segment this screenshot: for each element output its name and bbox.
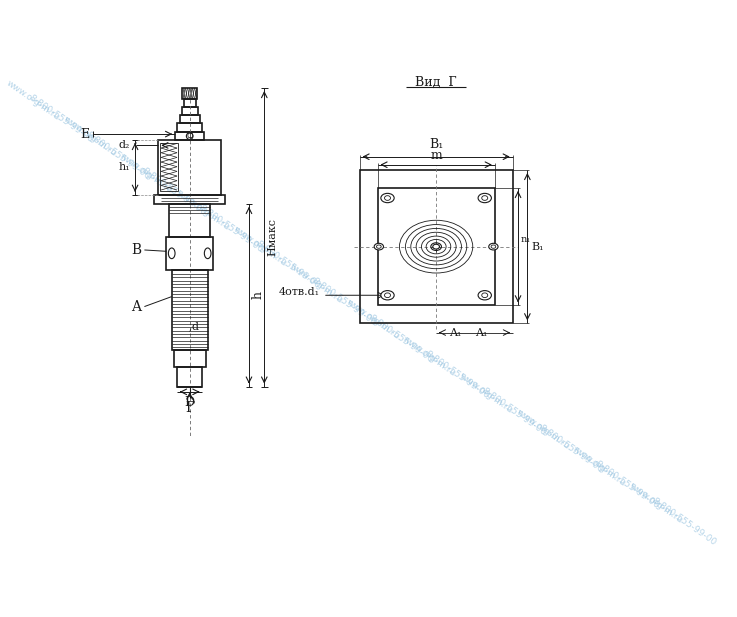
Ellipse shape xyxy=(374,243,383,250)
Bar xyxy=(174,350,206,366)
Text: www.o-g-m.ru: www.o-g-m.ru xyxy=(175,188,231,232)
Bar xyxy=(182,88,197,99)
Bar xyxy=(360,170,513,323)
Text: www.o-g-m.ru: www.o-g-m.ru xyxy=(458,371,514,415)
Bar xyxy=(377,188,495,305)
Text: 8-800-555-99-00: 8-800-555-99-00 xyxy=(254,240,321,291)
Text: www.o-g-m.ru: www.o-g-m.ru xyxy=(4,78,62,122)
Text: 8-800-555-99-00: 8-800-555-99-00 xyxy=(141,167,208,218)
Text: B₁: B₁ xyxy=(531,242,544,252)
Bar xyxy=(158,140,221,195)
Text: B: B xyxy=(131,243,142,257)
Text: m: m xyxy=(430,149,442,162)
Bar xyxy=(180,115,200,123)
Ellipse shape xyxy=(478,291,492,300)
Text: www.o-g-m.ru: www.o-g-m.ru xyxy=(61,115,118,159)
Text: 8-800-555-99-00: 8-800-555-99-00 xyxy=(650,496,718,547)
Text: h₁: h₁ xyxy=(118,162,130,172)
Circle shape xyxy=(186,133,193,139)
Text: Ф: Ф xyxy=(186,131,193,141)
Ellipse shape xyxy=(433,244,439,249)
Ellipse shape xyxy=(385,293,391,297)
Text: A₁: A₁ xyxy=(475,328,488,337)
Ellipse shape xyxy=(381,291,394,300)
Text: D: D xyxy=(185,396,195,409)
Text: www.o-g-m.ru: www.o-g-m.ru xyxy=(627,481,685,525)
Text: A₁: A₁ xyxy=(449,328,461,337)
Bar xyxy=(167,237,213,270)
Text: www.o-g-m.ru: www.o-g-m.ru xyxy=(514,408,571,452)
Ellipse shape xyxy=(168,248,175,259)
Bar xyxy=(160,143,178,191)
Ellipse shape xyxy=(478,193,492,202)
Text: 8-800-555-99-00: 8-800-555-99-00 xyxy=(424,350,492,400)
Text: Г: Г xyxy=(185,401,195,415)
Text: Нмакс: Нмакс xyxy=(268,218,278,256)
Text: B₁: B₁ xyxy=(429,138,443,151)
Ellipse shape xyxy=(482,293,488,297)
Ellipse shape xyxy=(381,193,394,202)
Text: 8-800-555-99-00: 8-800-555-99-00 xyxy=(310,276,378,328)
Text: www.o-g-m.ru: www.o-g-m.ru xyxy=(118,152,175,195)
Ellipse shape xyxy=(489,243,498,250)
Bar xyxy=(175,132,204,140)
Text: 8-800-555-99-00: 8-800-555-99-00 xyxy=(367,313,435,364)
Ellipse shape xyxy=(482,196,488,201)
Bar xyxy=(184,99,196,107)
Ellipse shape xyxy=(385,196,391,201)
Text: d₂: d₂ xyxy=(119,141,130,151)
Bar xyxy=(177,123,203,132)
Text: www.o-g-m.ru: www.o-g-m.ru xyxy=(288,262,345,305)
Bar xyxy=(154,195,225,204)
Text: 8-800-555-99-00: 8-800-555-99-00 xyxy=(593,460,661,511)
Text: www.o-g-m.ru: www.o-g-m.ru xyxy=(231,225,288,268)
Text: A: A xyxy=(131,300,142,313)
Ellipse shape xyxy=(204,248,211,259)
Text: 8-800-555-99-00: 8-800-555-99-00 xyxy=(481,386,548,437)
Text: 8-800-555-99-00: 8-800-555-99-00 xyxy=(84,130,152,181)
Bar xyxy=(182,107,198,115)
Ellipse shape xyxy=(377,245,381,248)
Text: n₁: n₁ xyxy=(521,236,531,244)
Text: E: E xyxy=(80,128,90,141)
Text: www.o-g-m.ru: www.o-g-m.ru xyxy=(401,335,458,378)
Bar xyxy=(169,204,210,237)
Text: www.o-g-m.ru: www.o-g-m.ru xyxy=(571,445,628,488)
Text: Вид  Г: Вид Г xyxy=(416,76,457,89)
Text: www.o-g-m.ru: www.o-g-m.ru xyxy=(344,298,401,342)
Text: 8-800-555-99-00: 8-800-555-99-00 xyxy=(198,203,265,254)
Text: h: h xyxy=(251,291,265,299)
Bar xyxy=(177,366,203,386)
Ellipse shape xyxy=(491,245,496,248)
Text: 8-800-555-99-00: 8-800-555-99-00 xyxy=(537,423,604,474)
Bar xyxy=(172,270,208,350)
Text: 4отв.d₁: 4отв.d₁ xyxy=(279,287,320,297)
Text: d: d xyxy=(191,321,198,331)
Text: 8-800-555-99-00: 8-800-555-99-00 xyxy=(27,93,95,144)
